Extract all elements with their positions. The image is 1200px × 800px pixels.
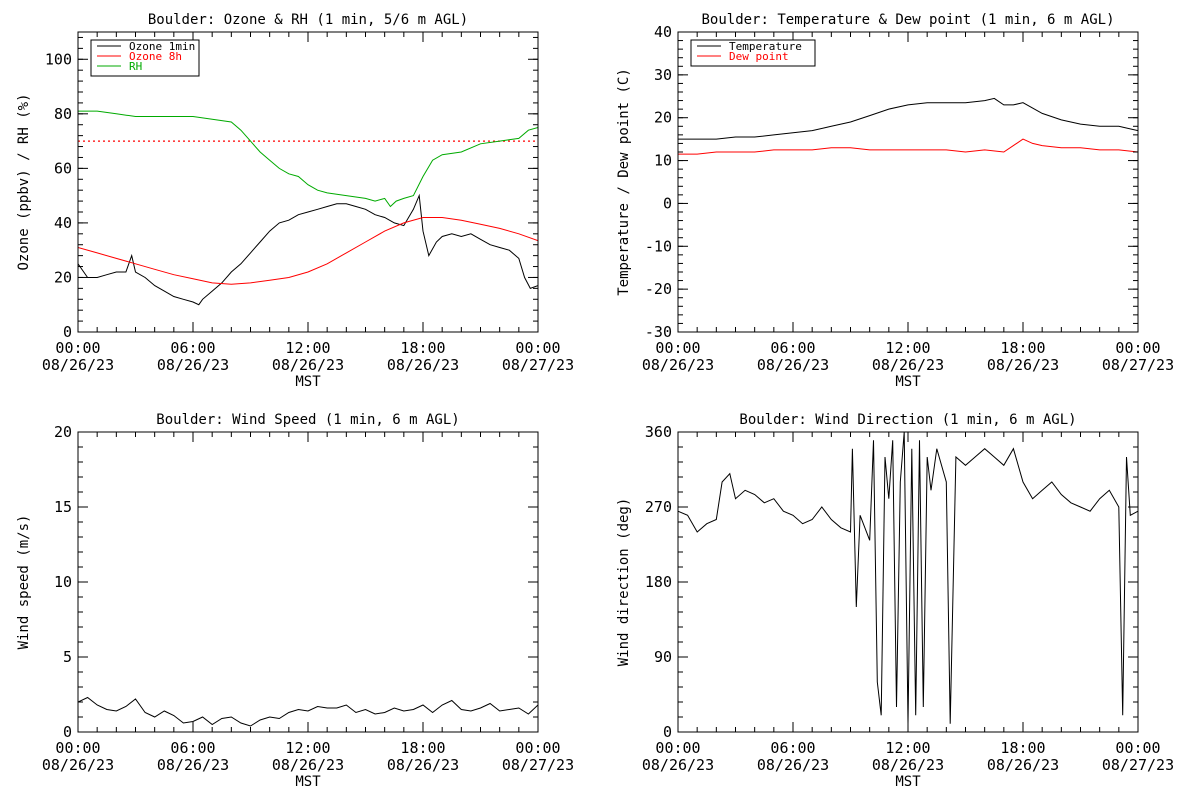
panel-1-x-axis-label: MST xyxy=(295,374,321,390)
panel-3-y-tick-label: 15 xyxy=(54,498,72,516)
panel-1-legend-entry: Ozone 1min xyxy=(129,40,195,53)
panel-4-y-tick-label: 90 xyxy=(654,648,672,666)
panel-3-x-axis-label: MST xyxy=(295,774,321,790)
panel-2-legend-entry: Dew point xyxy=(729,50,789,63)
panel-2-series-temperature-line xyxy=(678,97,1138,140)
panel-3-y-tick-label: 0 xyxy=(63,723,72,741)
panel-4-x-tick-time: 00:00 xyxy=(1115,739,1160,757)
panel-1-y-axis-label: Ozone (ppbv) / RH (%) xyxy=(16,93,32,270)
panel-1-y-tick-label: 0 xyxy=(63,323,72,341)
panel-1-legend-entry: RH xyxy=(129,60,142,73)
panel-2-y-tick-label: 10 xyxy=(654,152,672,170)
panel-4-y-tick-label: 360 xyxy=(645,423,672,441)
panel-4-y-tick-label: 180 xyxy=(645,573,672,591)
panel-3-x-tick-time: 00:00 xyxy=(55,739,100,757)
panel-4-x-tick-date: 08/26/23 xyxy=(872,756,944,774)
panel-4-x-tick-date: 08/27/23 xyxy=(1102,756,1174,774)
panel-3: Boulder: Wind Speed (1 min, 6 m AGL) 00:0… xyxy=(16,412,574,790)
panel-1-y-tick-label: 20 xyxy=(54,268,72,286)
panel-1-series-ozone-8h-line xyxy=(78,217,538,285)
panel-2-x-tick-time: 06:00 xyxy=(770,339,815,357)
panel-3-x-tick-time: 00:00 xyxy=(515,739,560,757)
panel-3-x-tick-time: 18:00 xyxy=(400,739,445,757)
panel-1-y-tick-label: 100 xyxy=(45,50,72,68)
panel-4-series-1-line xyxy=(678,432,1138,724)
panel-4: Boulder: Wind Direction (1 min, 6 m AGL)… xyxy=(616,412,1174,790)
panel-3-y-tick-label: 10 xyxy=(54,573,72,591)
panel-2-x-axis-label: MST xyxy=(895,374,921,390)
panel-2-x-tick-date: 08/26/23 xyxy=(872,356,944,374)
panel-3-title: Boulder: Wind Speed (1 min, 6 m AGL) xyxy=(156,412,459,428)
panel-4-y-axis-label: Wind direction (deg) xyxy=(616,498,632,667)
panel-1-y-tick-label: 80 xyxy=(54,105,72,123)
panel-2-x-tick-time: 12:00 xyxy=(885,339,930,357)
panel-1-x-tick-time: 06:00 xyxy=(170,339,215,357)
panel-1-series-rh-line xyxy=(78,110,538,208)
panel-2-x-tick-time: 18:00 xyxy=(1000,339,1045,357)
panel-1-x-tick-date: 08/27/23 xyxy=(502,356,574,374)
panel-2-y-tick-label: 40 xyxy=(654,23,672,41)
panel-4-y-tick-label: 270 xyxy=(645,498,672,516)
panel-2-y-tick-label: -30 xyxy=(645,323,672,341)
panel-3-x-tick-date: 08/26/23 xyxy=(157,756,229,774)
panel-2-legend xyxy=(690,39,816,67)
panel-2-x-tick-date: 08/26/23 xyxy=(987,356,1059,374)
panel-3-x-tick-date: 08/26/23 xyxy=(387,756,459,774)
panel-1-y-tick-label: 40 xyxy=(54,214,72,232)
panel-2: Boulder: Temperature & Dew point (1 min,… xyxy=(616,12,1174,390)
panel-1-legend-entry: Ozone 8h xyxy=(129,50,182,63)
panel-1-x-tick-date: 08/26/23 xyxy=(272,356,344,374)
panel-2-x-tick-date: 08/26/23 xyxy=(757,356,829,374)
panel-4-x-tick-date: 08/26/23 xyxy=(757,756,829,774)
panel-1-series-ozone-1min-line xyxy=(78,193,538,306)
panel-1-x-tick-date: 08/26/23 xyxy=(387,356,459,374)
panel-3-y-tick-label: 5 xyxy=(63,648,72,666)
panel-1-y-tick-label: 60 xyxy=(54,159,72,177)
panel-2-y-tick-label: 30 xyxy=(654,66,672,84)
panel-3-x-tick-date: 08/26/23 xyxy=(42,756,114,774)
panel-3-x-tick-date: 08/27/23 xyxy=(502,756,574,774)
panel-4-x-tick-time: 00:00 xyxy=(655,739,700,757)
panel-1-x-tick-time: 00:00 xyxy=(55,339,100,357)
panel-2-y-axis-label: Temperature / Dew point (C) xyxy=(616,68,632,296)
panel-3-x-tick-date: 08/26/23 xyxy=(272,756,344,774)
panel-3-series-1-line xyxy=(78,696,538,727)
panel-1-x-tick-time: 18:00 xyxy=(400,339,445,357)
panel-3-x-tick-time: 12:00 xyxy=(285,739,330,757)
panel-4-x-axis-label: MST xyxy=(895,774,921,790)
panel-3-y-axis-label: Wind speed (m/s) xyxy=(16,515,32,650)
panel-2-y-tick-label: -10 xyxy=(645,237,672,255)
panel-3-y-tick-label: 20 xyxy=(54,423,72,441)
panel-4-x-tick-time: 18:00 xyxy=(1000,739,1045,757)
panel-2-legend-entry: Temperature xyxy=(729,40,802,53)
panel-1-x-tick-time: 12:00 xyxy=(285,339,330,357)
panel-1-x-tick-date: 08/26/23 xyxy=(42,356,114,374)
panel-2-y-tick-label: 20 xyxy=(654,109,672,127)
panel-4-title: Boulder: Wind Direction (1 min, 6 m AGL) xyxy=(739,412,1076,428)
panel-4-x-tick-time: 12:00 xyxy=(885,739,930,757)
panel-1-x-tick-date: 08/26/23 xyxy=(157,356,229,374)
panel-2-title: Boulder: Temperature & Dew point (1 min,… xyxy=(701,12,1114,28)
panel-2-x-tick-date: 08/26/23 xyxy=(642,356,714,374)
panel-4-y-tick-label: 0 xyxy=(663,723,672,741)
panel-4-x-tick-time: 06:00 xyxy=(770,739,815,757)
panel-2-series-dew-point-line xyxy=(678,138,1138,155)
panel-2-x-tick-time: 00:00 xyxy=(655,339,700,357)
panel-3-x-tick-time: 06:00 xyxy=(170,739,215,757)
panel-1-x-tick-time: 00:00 xyxy=(515,339,560,357)
panel-2-y-tick-label: 0 xyxy=(663,194,672,212)
panel-2-x-tick-time: 00:00 xyxy=(1115,339,1160,357)
panel-2-y-tick-label: -20 xyxy=(645,280,672,298)
panel-4-x-tick-date: 08/26/23 xyxy=(987,756,1059,774)
panel-4-x-tick-date: 08/26/23 xyxy=(642,756,714,774)
panel-1-title: Boulder: Ozone & RH (1 min, 5/6 m AGL) xyxy=(148,12,468,28)
panel-2-x-tick-date: 08/27/23 xyxy=(1102,356,1174,374)
panel-1: Boulder: Ozone & RH (1 min, 5/6 m AGL)00… xyxy=(16,12,574,390)
